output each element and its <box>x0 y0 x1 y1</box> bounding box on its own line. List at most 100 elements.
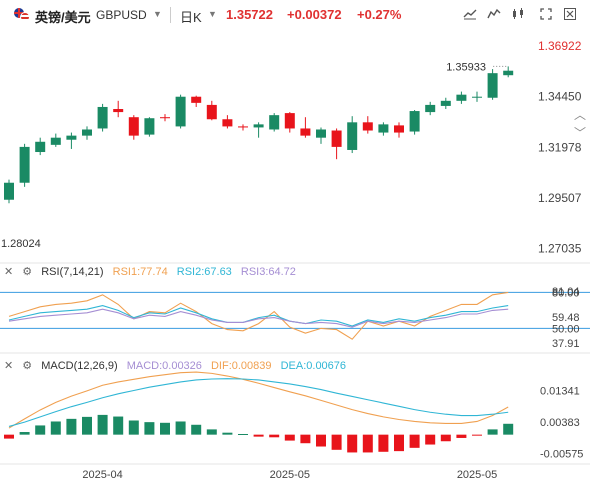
currency-flag-icon <box>14 8 30 22</box>
candle-body <box>472 96 482 98</box>
period-selector[interactable]: 日K <box>180 10 202 25</box>
dea-value: DEA:0.00676 <box>280 360 347 372</box>
macd-bar <box>378 434 389 452</box>
candle-body <box>206 104 217 120</box>
macd-bar <box>97 414 108 435</box>
macd-bar <box>503 423 514 435</box>
candle-type-icon[interactable] <box>510 8 526 22</box>
candle-body <box>300 128 311 136</box>
macd-bar <box>253 434 264 437</box>
candle-body <box>316 129 326 138</box>
candle-body <box>50 137 61 145</box>
macd-axis-label: 0.00383 <box>540 417 580 429</box>
x-axis-label: 2025-05 <box>270 469 310 481</box>
macd-bar <box>206 429 217 435</box>
macd-bar <box>331 434 342 450</box>
gear-icon[interactable]: ⚙ <box>22 266 33 278</box>
chart-header: 英镑/美元 GBPUSD ▼ 日K ▼ 1.35722 +0.00372 +0.… <box>0 0 590 30</box>
rsi-title: RSI(7,14,21) <box>41 266 104 278</box>
chevron-down-icon[interactable]: ﹀ <box>574 126 587 140</box>
price-axis-label: 1.27035 <box>538 242 582 256</box>
indicator-icon[interactable] <box>486 8 502 22</box>
candle-body <box>82 129 92 136</box>
price-axis-label: 1.36922 <box>538 39 582 53</box>
candle-body <box>487 73 498 98</box>
macd-bar <box>472 434 482 436</box>
macd-bar <box>238 434 248 435</box>
macd-bar <box>347 434 358 453</box>
macd-bar <box>300 434 311 444</box>
x-axis-label: 2025-04 <box>82 469 122 481</box>
macd-bar <box>316 434 326 447</box>
close-icon[interactable] <box>562 8 578 22</box>
macd-bar <box>175 421 186 435</box>
candle-body <box>394 125 404 133</box>
candle-body <box>222 119 233 127</box>
macd-bar <box>19 432 30 435</box>
macd-bar <box>4 434 14 439</box>
candle-body <box>253 124 264 128</box>
macd-bar <box>394 434 404 452</box>
rsi3-value: RSI3:64.72 <box>240 266 296 278</box>
rsi-series-rsi3 <box>8 308 509 328</box>
pair-name[interactable]: 英镑/美元 <box>35 10 91 25</box>
candle-body <box>35 141 46 153</box>
candle-body <box>503 70 514 76</box>
caret-down-icon[interactable]: ▼ <box>153 9 162 19</box>
candle-body <box>409 111 420 132</box>
price-axis-label: 1.31978 <box>538 140 582 154</box>
price-axis-label: 1.29507 <box>538 191 582 205</box>
candle-body <box>238 126 248 128</box>
candle-body <box>19 146 30 183</box>
macd-title: MACD(12,26,9) <box>41 360 118 372</box>
close-icon[interactable]: ✕ <box>4 266 14 278</box>
macd-bar <box>269 434 280 438</box>
price-change: +0.00372 <box>287 7 342 22</box>
candle-body <box>362 122 373 131</box>
rsi-axis-label: 59.48 <box>552 312 580 324</box>
macd-axis-label: -0.00575 <box>540 449 583 461</box>
candle-body <box>175 96 186 127</box>
macd-bar <box>487 429 498 435</box>
candle-body <box>456 94 467 101</box>
macd-bar <box>191 424 202 435</box>
dea-line <box>8 378 509 427</box>
rsi-axis-label: 37.91 <box>552 338 580 350</box>
candle-body <box>113 109 124 113</box>
candle-body <box>191 96 202 103</box>
candle-body <box>284 113 295 129</box>
candle-body <box>66 135 77 140</box>
chart-settings-icon[interactable] <box>462 8 478 22</box>
rsi-series-rsi2 <box>8 305 509 327</box>
candle-body <box>4 182 14 200</box>
caret-down-icon[interactable]: ▼ <box>208 9 217 19</box>
macd-bar <box>409 434 420 448</box>
gear-icon[interactable]: ⚙ <box>22 360 33 372</box>
macd-bar <box>50 421 61 435</box>
macd-bar <box>128 420 139 435</box>
macd-bar <box>66 418 77 435</box>
candle-body <box>440 100 451 106</box>
pair-code[interactable]: GBPUSD <box>96 8 147 22</box>
candle-body <box>269 115 280 130</box>
macd-bar <box>456 434 467 438</box>
candle-body <box>425 104 436 113</box>
close-icon[interactable]: ✕ <box>4 360 14 372</box>
fullscreen-icon[interactable] <box>538 8 554 22</box>
candle-body <box>378 124 389 133</box>
rsi-legend: ✕ ⚙ RSI(7,14,21) RSI1:77.74 RSI2:67.63 R… <box>4 265 302 278</box>
divider <box>170 7 171 23</box>
candle-body <box>97 106 108 129</box>
rsi-axis-label: 80.00 <box>552 287 580 299</box>
macd-bar <box>35 425 46 435</box>
macd-bar <box>440 434 451 442</box>
high-marker-label: 1.35933 <box>446 61 486 73</box>
candle-body <box>128 117 139 136</box>
low-marker-label: 1.28024 <box>1 238 41 250</box>
price-change-percent: +0.27% <box>357 7 402 22</box>
rsi1-value: RSI1:77.74 <box>112 266 168 278</box>
macd-value: MACD:0.00326 <box>126 360 202 372</box>
dif-value: DIF:0.00839 <box>210 360 272 372</box>
chevron-up-icon[interactable]: ︿ <box>574 108 587 122</box>
